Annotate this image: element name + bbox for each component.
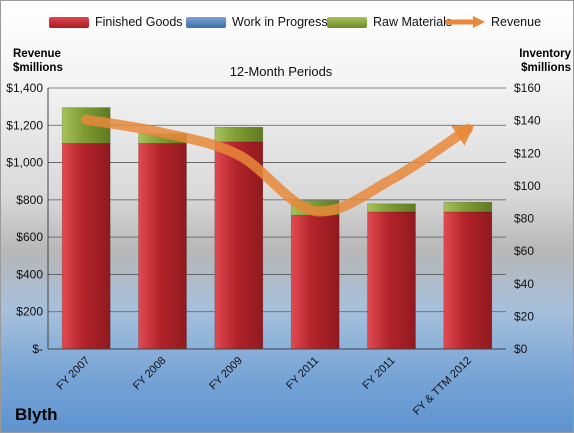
finished-goods-bar	[367, 211, 416, 350]
left-tick-label: $600	[16, 230, 43, 244]
finished-goods-bar	[61, 143, 111, 350]
right-tick-label: $40	[514, 277, 534, 291]
finished-goods-bar	[214, 141, 264, 350]
left-tick-label: $200	[16, 305, 43, 319]
left-tick-label: $800	[16, 193, 43, 207]
right-tick-label: $0	[514, 342, 528, 356]
right-tick-label: $20	[514, 309, 534, 323]
raw-materials-bar	[367, 203, 416, 213]
legend-swatch-finished-goods	[49, 16, 89, 28]
left-tick-label: $400	[16, 267, 43, 281]
legend-item-work-in-progress: Work in Progress	[186, 15, 328, 29]
right-axis-title: Inventory $millions	[519, 48, 571, 74]
x-tick-label: FY 2009	[207, 355, 245, 393]
legend-swatch-raw-materials	[327, 16, 367, 28]
legend-item-raw-materials: Raw Materials	[327, 15, 452, 29]
raw-materials-bar	[214, 126, 264, 143]
legend-swatch-work-in-progress	[186, 16, 226, 28]
right-tick-label: $120	[514, 146, 541, 160]
left-tick-label: $1,200	[6, 118, 43, 132]
left-tick-label: $1,000	[6, 156, 43, 170]
x-tick-label: FY & TTM 2012	[411, 355, 474, 418]
left-tick-label: $-	[32, 342, 43, 356]
legend-label-finished-goods: Finished Goods	[95, 15, 183, 29]
left-tick-label: $1,400	[6, 81, 43, 95]
raw-materials-bar	[443, 201, 493, 213]
right-tick-label: $160	[514, 81, 541, 95]
company-name: Blyth	[15, 405, 58, 424]
legend-item-revenue: Revenue	[445, 15, 541, 29]
revenue-arrowhead	[451, 124, 475, 146]
bar-layer	[61, 107, 493, 350]
legend-item-finished-goods: Finished Goods	[49, 15, 183, 29]
left-axis-title: Revenue $millions	[13, 48, 63, 74]
right-tick-label: $60	[514, 244, 534, 258]
legend-label-revenue: Revenue	[491, 15, 542, 29]
finished-goods-bar	[443, 211, 493, 350]
x-tick-label: FY 2011	[284, 355, 321, 392]
legend-label-raw-materials: Raw Materials	[373, 15, 453, 29]
revenue-line-layer	[81, 114, 475, 217]
finished-goods-bar	[290, 214, 340, 350]
legend-label-work-in-progress: Work in Progress	[232, 15, 328, 29]
right-tick-label: $140	[514, 114, 541, 128]
x-tick-label: FY 2011	[360, 355, 397, 392]
right-tick-label: $100	[514, 179, 541, 193]
legend-arrow-icon	[445, 16, 485, 28]
finished-goods-bar	[138, 143, 187, 350]
revenue-line	[81, 114, 473, 217]
legend: Finished Goods Work in Progress Raw Mate…	[1, 15, 573, 35]
chart-title: 12-Month Periods	[230, 64, 333, 79]
x-tick-label: FY 2007	[55, 355, 93, 393]
right-tick-label: $80	[514, 212, 534, 226]
x-tick-label: FY 2008	[131, 355, 169, 393]
